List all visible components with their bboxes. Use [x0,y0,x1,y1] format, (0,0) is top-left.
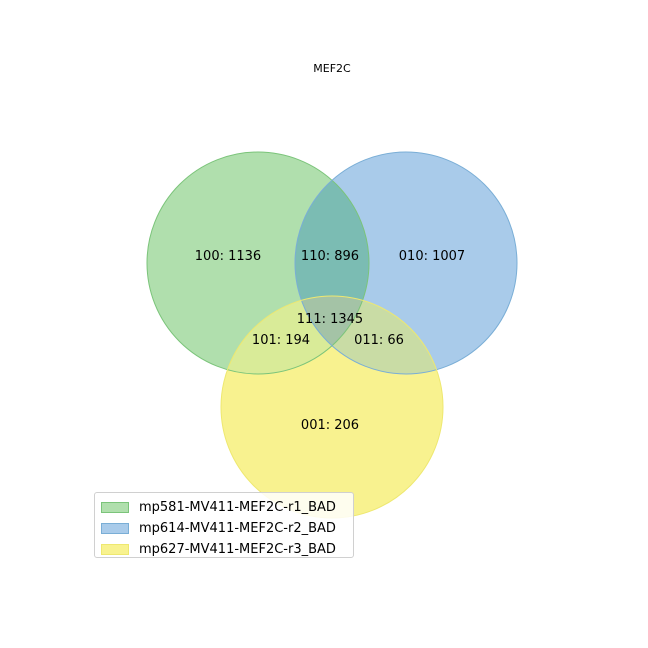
legend-swatch [101,502,129,513]
legend-item-r3: mp627-MV411-MEF2C-r3_BAD [101,539,347,560]
overlap-r1-r3 [221,296,369,374]
overlap-r2-r3 [295,296,443,374]
legend-label: mp614-MV411-MEF2C-r2_BAD [139,521,336,536]
legend: mp581-MV411-MEF2C-r1_BAD mp614-MV411-MEF… [94,492,354,558]
region-label-010: 010: 1007 [399,249,465,264]
set-edge-r1 [146,151,370,375]
legend-label: mp581-MV411-MEF2C-r1_BAD [139,500,336,515]
region-label-011: 011: 66 [354,333,404,348]
legend-item-r2: mp614-MV411-MEF2C-r2_BAD [101,518,347,539]
legend-swatch [101,544,129,555]
chart-title: MEF2C [313,62,351,75]
region-label-101: 101: 194 [252,333,310,348]
region-label-001: 001: 206 [301,418,359,433]
legend-swatch [101,523,129,534]
legend-item-r1: mp581-MV411-MEF2C-r1_BAD [101,497,347,518]
set-edge-r2 [294,151,518,375]
region-label-110: 110: 896 [301,249,359,264]
region-label-100: 100: 1136 [195,249,261,264]
legend-label: mp627-MV411-MEF2C-r3_BAD [139,542,336,557]
region-label-111: 111: 1345 [297,312,363,327]
